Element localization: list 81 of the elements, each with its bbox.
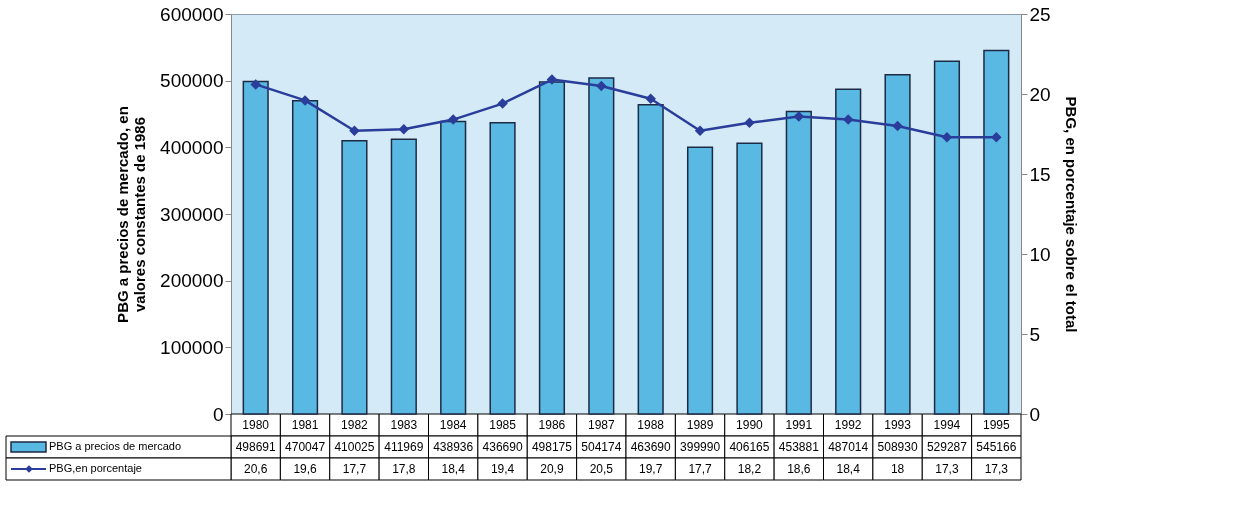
point xyxy=(694,125,706,137)
point xyxy=(250,79,261,90)
data-label: 410025 xyxy=(334,440,375,454)
data-label: 19,4 xyxy=(490,462,515,476)
data-label: 399990 xyxy=(680,440,721,454)
data-label: 18,4 xyxy=(441,462,466,476)
x-tick-label: 1989 xyxy=(686,417,714,432)
data-label: 17,3 xyxy=(935,462,959,476)
data-label: 504174 xyxy=(581,440,622,454)
y-tick-label: 100000 xyxy=(160,336,224,358)
point xyxy=(596,80,607,92)
y2-tick-label: 0 xyxy=(1029,403,1041,425)
point xyxy=(299,95,311,106)
y2-tick-label: 15 xyxy=(1029,163,1051,185)
x-tick-label: 1995 xyxy=(982,417,1010,432)
point xyxy=(645,93,656,105)
y-tick-label: 300000 xyxy=(160,203,224,225)
data-label: 438936 xyxy=(433,440,474,454)
point xyxy=(941,131,953,143)
x-tick-label: 1983 xyxy=(390,417,418,432)
point xyxy=(349,125,360,137)
data-label: 498691 xyxy=(235,440,277,454)
data-label: 18,2 xyxy=(737,462,762,476)
x-tick-label: 1988 xyxy=(637,417,665,432)
point xyxy=(991,131,1002,143)
data-label: 406165 xyxy=(729,440,770,454)
x-tick-label: 1990 xyxy=(736,417,764,432)
data-label: 529287 xyxy=(926,440,968,454)
y-tick-label: 500000 xyxy=(160,70,224,92)
x-tick-label: 1984 xyxy=(439,417,467,432)
data-label: 453881 xyxy=(778,440,820,454)
x-tick-label: 1991 xyxy=(785,417,813,432)
data-label: 19,7 xyxy=(639,462,663,476)
data-label: 20,6 xyxy=(244,462,268,476)
y-tick-label: 200000 xyxy=(160,270,224,292)
data-label: 18,4 xyxy=(836,462,861,476)
data-label: 487014 xyxy=(828,440,869,454)
x-tick-label: 1985 xyxy=(489,417,517,432)
y-tick-label: 400000 xyxy=(160,136,224,158)
x-tick-label: 1981 xyxy=(291,417,319,432)
legend-label: PBG a precios de mercado xyxy=(49,440,182,452)
x-tick-label: 1980 xyxy=(242,417,270,432)
data-label: 20,9 xyxy=(540,462,564,476)
x-tick-label: 1982 xyxy=(341,417,369,432)
data-label: 18,6 xyxy=(787,462,811,476)
y2-tick-label: 10 xyxy=(1029,243,1051,265)
point xyxy=(497,98,508,109)
data-label: 20,5 xyxy=(589,462,614,476)
y-tick-label: 0 xyxy=(212,403,224,425)
data-label: 17,3 xyxy=(984,462,1009,476)
y2-axis-title: PBG, en porcentaje sobre el total xyxy=(1062,96,1080,333)
data-label: 545166 xyxy=(976,440,1017,454)
data-label: 17,7 xyxy=(688,462,713,476)
point xyxy=(793,111,805,122)
data-label: 508930 xyxy=(877,440,918,454)
point xyxy=(842,114,854,125)
y2-tick-label: 25 xyxy=(1029,3,1051,25)
data-label: 463690 xyxy=(630,440,672,454)
x-tick-label: 1986 xyxy=(538,417,566,432)
y-axis-title: PBG a precios de mercado, en valores constantes de 1986 xyxy=(114,106,149,323)
point xyxy=(744,117,755,129)
legend-label: PBG,en porcentaje xyxy=(49,462,142,474)
y2-tick-label: 5 xyxy=(1029,323,1041,345)
data-label: 17,7 xyxy=(342,462,367,476)
y-tick-label: 600000 xyxy=(160,3,224,25)
x-tick-label: 1994 xyxy=(933,417,961,432)
data-label: 18 xyxy=(890,462,905,476)
data-label: 411969 xyxy=(384,440,424,454)
data-label: 19,6 xyxy=(293,462,318,476)
x-tick-label: 1992 xyxy=(834,417,862,432)
point xyxy=(447,114,459,125)
y2-tick-label: 20 xyxy=(1029,83,1051,105)
data-label: 436690 xyxy=(482,440,523,454)
data-label: 498175 xyxy=(531,440,573,454)
x-tick-label: 1987 xyxy=(587,417,615,432)
point xyxy=(546,74,558,85)
point xyxy=(398,123,410,135)
x-tick-label: 1993 xyxy=(884,417,912,432)
point xyxy=(892,120,903,132)
data-label: 470047 xyxy=(285,440,326,454)
data-label: 17,8 xyxy=(392,462,416,476)
